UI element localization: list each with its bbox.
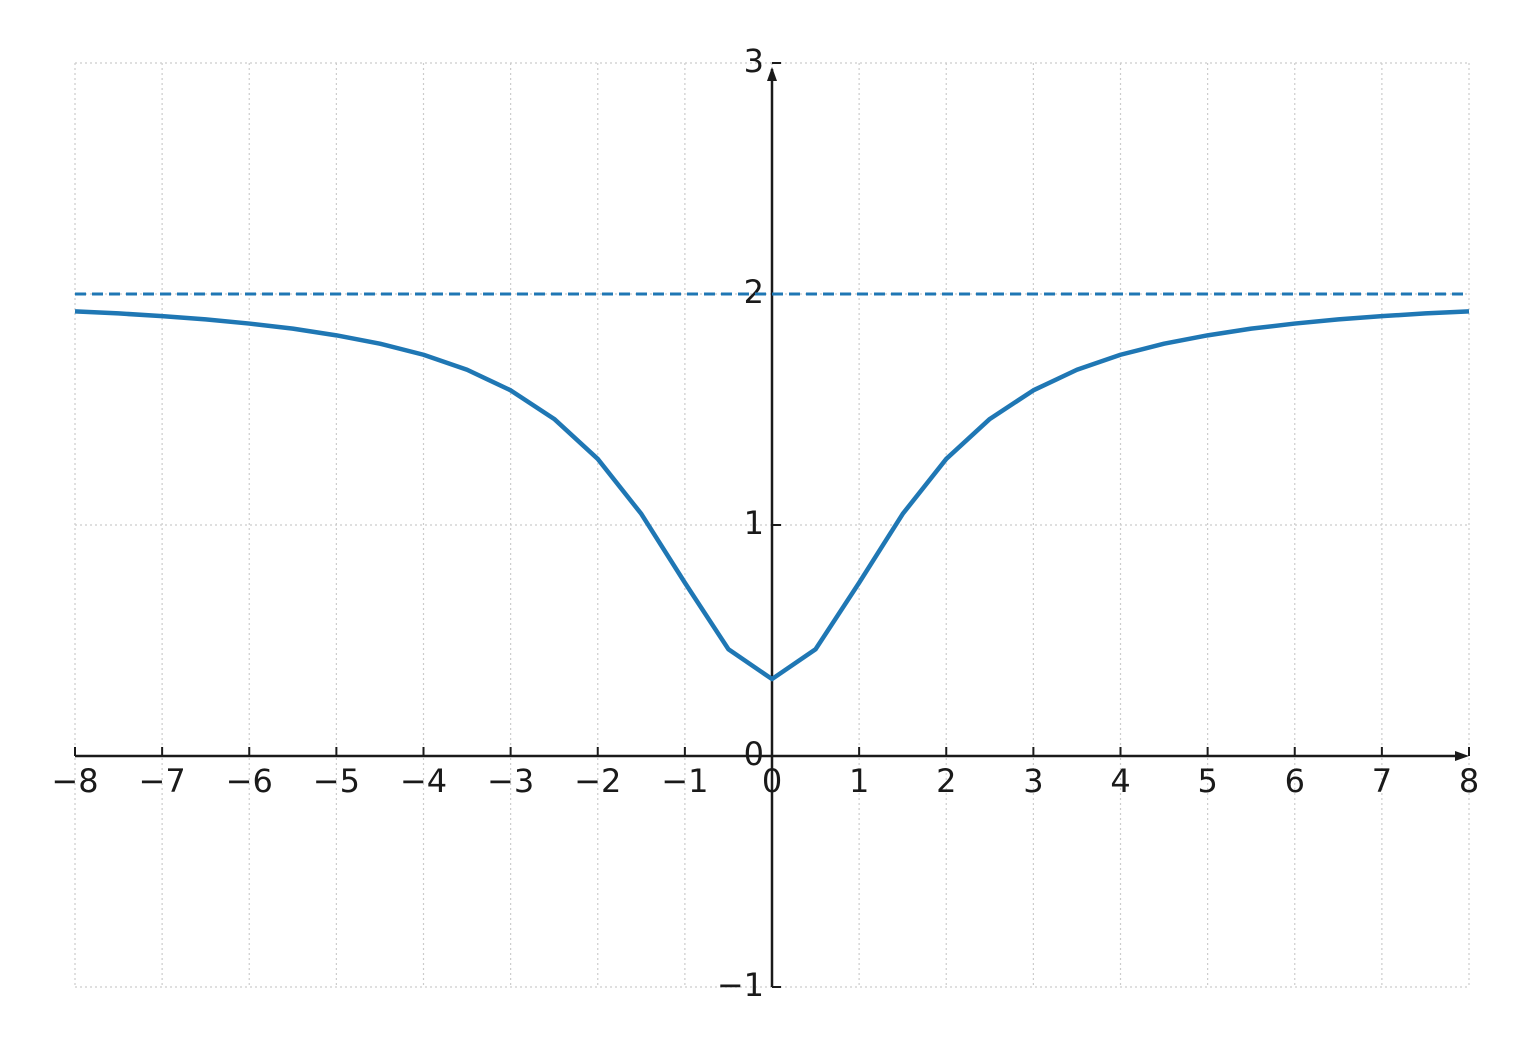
x-tick-label: 5 bbox=[1197, 762, 1217, 800]
x-tick-label: 2 bbox=[936, 762, 956, 800]
y-tick-label: 1 bbox=[744, 504, 764, 542]
x-tick-label: −7 bbox=[139, 762, 186, 800]
x-tick-label: −5 bbox=[313, 762, 360, 800]
x-tick-label: 7 bbox=[1372, 762, 1392, 800]
y-tick-label: 2 bbox=[744, 273, 764, 311]
x-tick-label: 4 bbox=[1110, 762, 1130, 800]
x-tick-label: 6 bbox=[1285, 762, 1305, 800]
x-tick-label: 0 bbox=[762, 762, 782, 800]
x-tick-label: −6 bbox=[226, 762, 273, 800]
y-tick-label: 0 bbox=[744, 735, 764, 773]
x-tick-label: −3 bbox=[487, 762, 534, 800]
x-axis-arrow bbox=[1455, 751, 1469, 761]
x-tick-label: −4 bbox=[400, 762, 447, 800]
y-tick-label: 3 bbox=[744, 42, 764, 80]
x-tick-label: −2 bbox=[574, 762, 621, 800]
curve bbox=[74, 309, 1470, 682]
x-tick-label: 8 bbox=[1459, 762, 1479, 800]
y-tick-label: −1 bbox=[717, 966, 764, 1004]
x-tick-label: 1 bbox=[849, 762, 869, 800]
x-tick-label: −8 bbox=[51, 762, 98, 800]
x-tick-label: −1 bbox=[661, 762, 708, 800]
x-tick-label: 3 bbox=[1023, 762, 1043, 800]
y-axis-arrow bbox=[767, 67, 777, 81]
